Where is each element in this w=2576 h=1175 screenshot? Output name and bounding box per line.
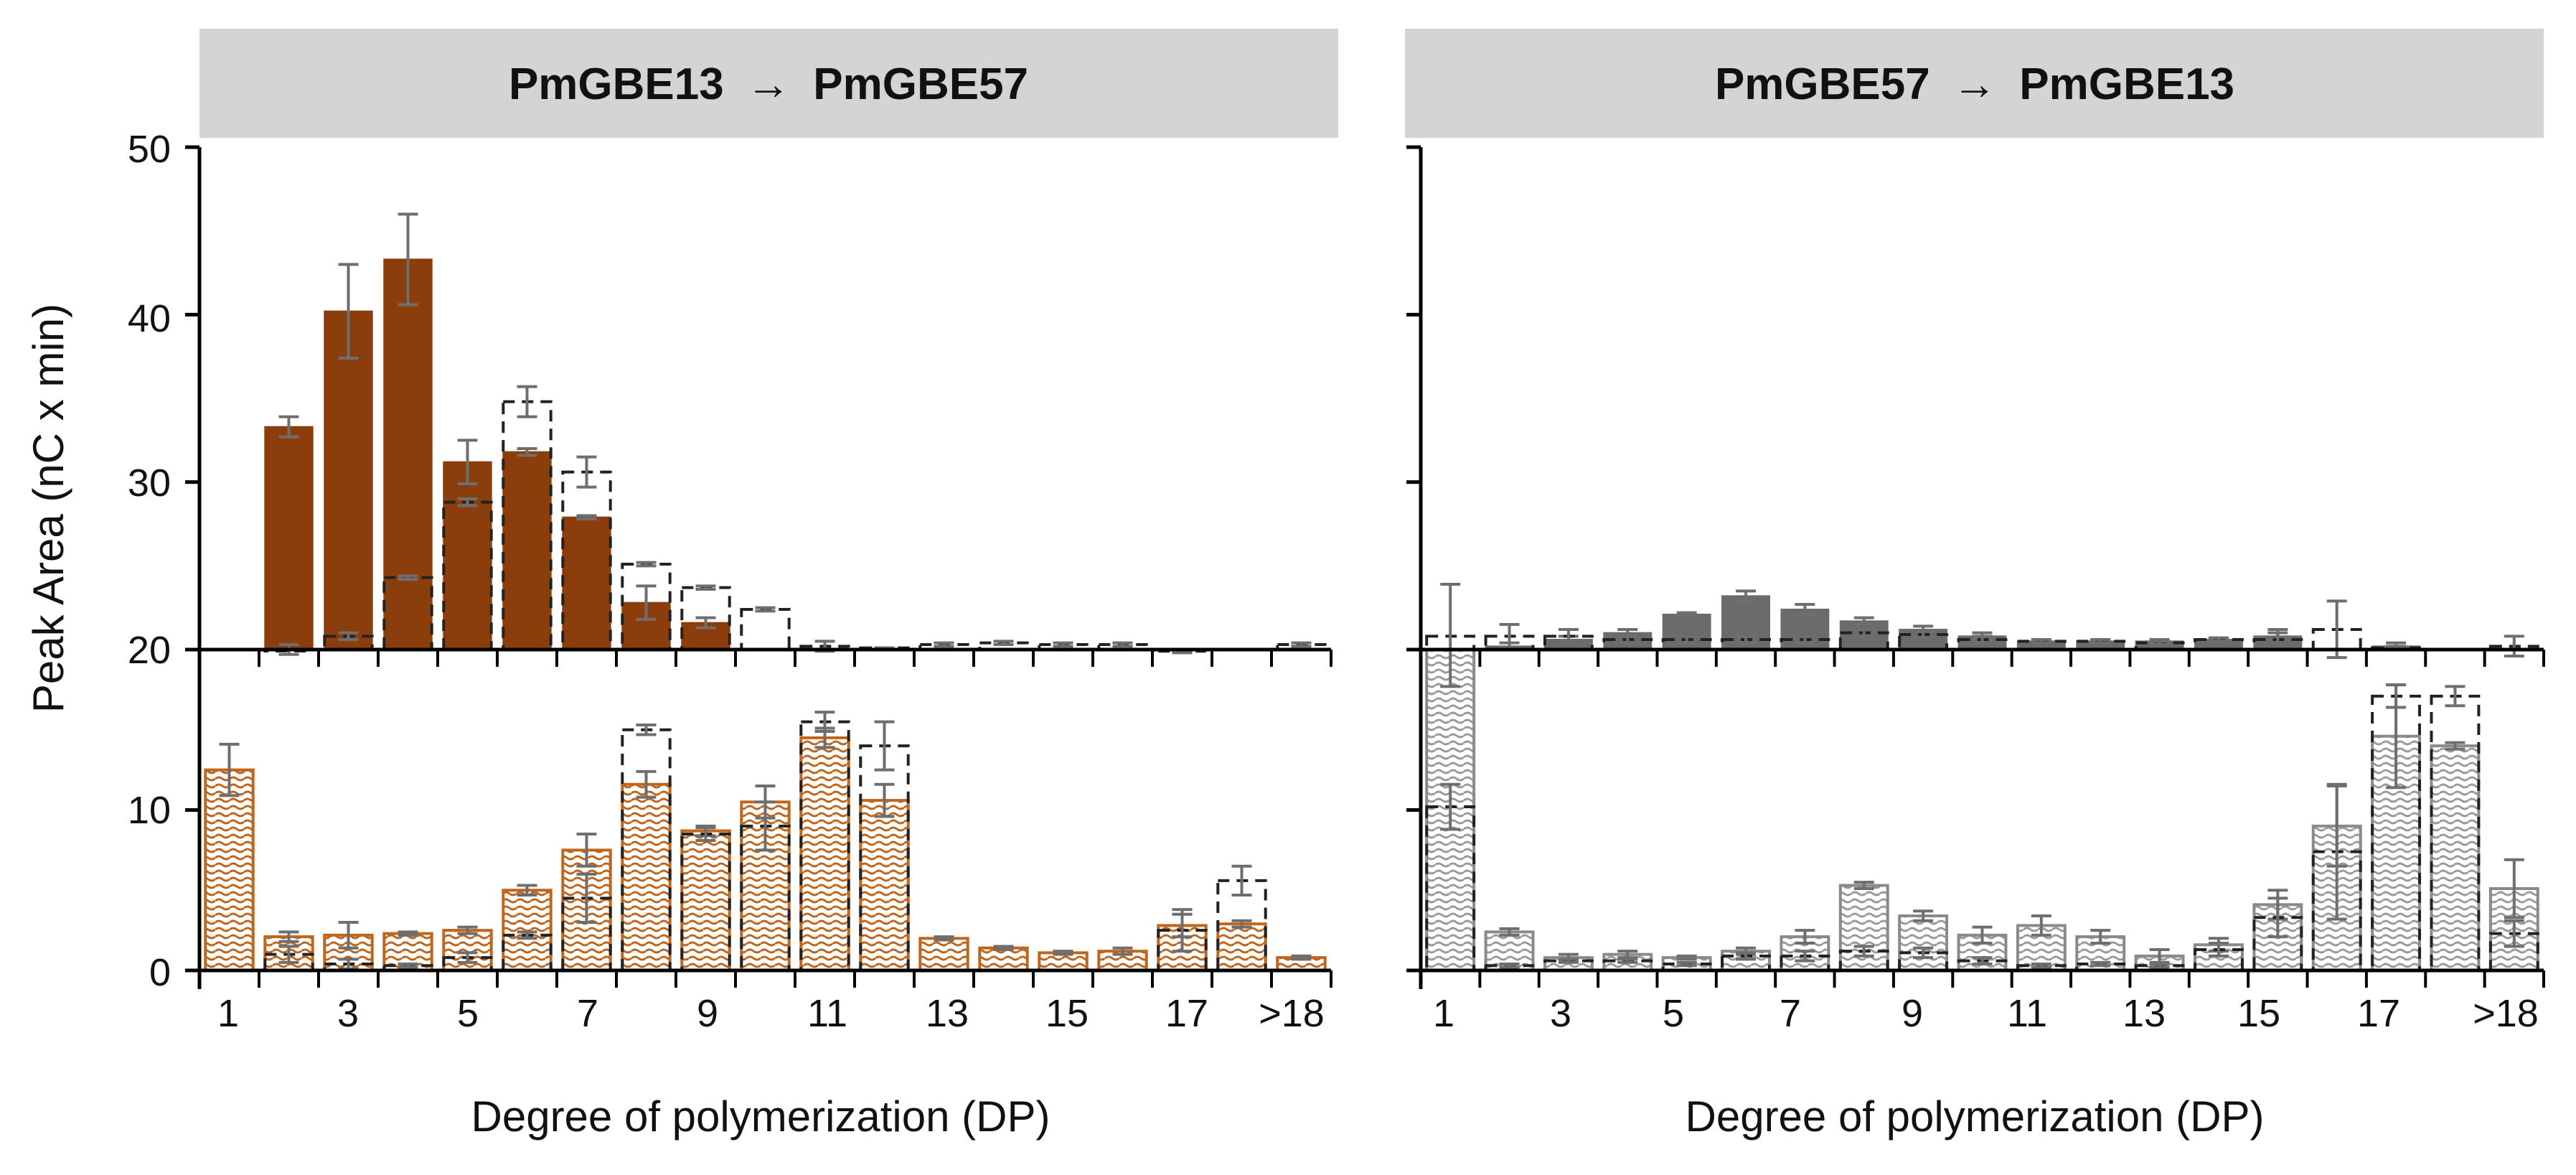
x-axis-title-left: Degree of polymerization (DP) (471, 1092, 1050, 1141)
x-tick-label: 17 (2357, 992, 2400, 1035)
x-tick-label: 9 (697, 992, 718, 1035)
x-tick-label: 11 (2007, 992, 2047, 1035)
y-tick-label: 20 (128, 629, 171, 672)
x-tick-label: 5 (457, 992, 479, 1035)
bar-upper-solid (562, 516, 611, 651)
right-panel-strip (1405, 29, 2544, 138)
bar-upper-solid (264, 426, 314, 651)
y-tick-label: 50 (128, 128, 171, 171)
y-tick-label: 40 (128, 297, 171, 340)
bar-lower-dotted (680, 829, 731, 973)
x-tick-label: 3 (337, 992, 359, 1035)
x-tick-label: 9 (1902, 992, 1923, 1035)
arrow-icon: → (746, 60, 791, 109)
x-axis-title-right: Degree of polymerization (DP) (1686, 1092, 2265, 1141)
bar-lower-dotted (2430, 744, 2481, 972)
bar-lower-dotted (204, 768, 255, 972)
bar-upper-solid (502, 451, 552, 651)
left-panel-strip (199, 29, 1338, 138)
x-tick-label: 7 (577, 992, 598, 1035)
right-title-end: PmGBE13 (2019, 60, 2234, 109)
bar-lower-dotted (1216, 922, 1267, 973)
bar-upper-solid (443, 461, 492, 651)
bar-lower-dotted (799, 736, 850, 973)
x-tick-label: 1 (217, 992, 239, 1035)
left-panel-title: PmGBE13 → PmGBE57 (509, 60, 1028, 109)
x-tick-labels-right: 1 3 5 7 9 11 13 15 17 >18 (1433, 992, 2539, 1035)
bar-lower-dotted (918, 937, 969, 973)
x-tick-label: 13 (2123, 992, 2166, 1035)
x-tick-label: 11 (807, 992, 847, 1035)
y-axis-title: Peak Area (nC x min) (24, 304, 72, 713)
bar-upper-dashed (740, 608, 791, 651)
bar-lower-dotted (1898, 914, 1949, 973)
plot-layer (185, 145, 2545, 989)
x-tick-labels-left: 1 3 5 7 9 11 13 15 17 >18 (217, 992, 1325, 1035)
left-title-end: PmGBE57 (813, 60, 1028, 109)
bar-upper-solid (324, 310, 373, 650)
bar-lower-dotted (502, 889, 553, 972)
bar-lower-dotted (859, 799, 910, 972)
x-tick-label: 15 (1045, 992, 1089, 1035)
right-panel-title: PmGBE57 → PmGBE13 (1715, 60, 2234, 109)
x-tick-label: 7 (1780, 992, 1801, 1035)
x-tick-label: 1 (1433, 992, 1454, 1035)
x-tick-label: 17 (1165, 992, 1208, 1035)
left-title-start: PmGBE13 (509, 60, 724, 109)
x-tick-label: 3 (1550, 992, 1571, 1035)
x-tick-label: >18 (2473, 992, 2539, 1035)
y-tick-label: 10 (128, 789, 171, 832)
x-tick-label: 15 (2237, 992, 2280, 1035)
bar-lower-dotted (442, 929, 493, 972)
right-title-start: PmGBE57 (1715, 60, 1930, 109)
bar-lower-dotted (1425, 648, 1476, 972)
bar-lower-dotted (1838, 884, 1889, 973)
x-tick-label: 5 (1663, 992, 1684, 1035)
arrow-icon: → (1952, 60, 1997, 109)
bar-lower-dotted (621, 782, 672, 972)
x-tick-label: 13 (926, 992, 969, 1035)
x-tick-label: >18 (1259, 992, 1325, 1035)
bar-lower-dotted (978, 946, 1029, 972)
bar-upper-solid (383, 258, 433, 651)
y-tick-label: 0 (149, 951, 171, 994)
y-tick-label: 30 (128, 462, 171, 505)
